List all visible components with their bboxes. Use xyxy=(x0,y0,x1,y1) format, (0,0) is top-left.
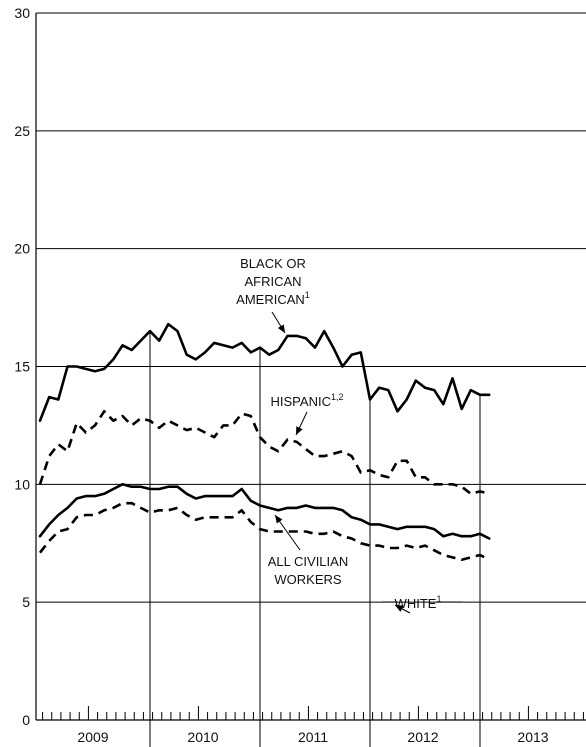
series-line-all xyxy=(38,482,491,540)
label-black-line3: AMERICAN1 xyxy=(236,290,310,307)
label-hispanic: HISPANIC1,2 xyxy=(271,392,344,409)
series-line-hispanic xyxy=(38,409,490,496)
label-all-line2: WORKERS xyxy=(274,572,342,587)
arrow-hispanic xyxy=(295,411,308,436)
series-line-white xyxy=(38,501,490,562)
y-tick-label-0: 0 xyxy=(22,712,30,728)
x-month-ticks xyxy=(42,706,584,720)
y-tick-label-30: 30 xyxy=(14,5,30,21)
label-all-line1: ALL CIVILIAN xyxy=(268,554,348,569)
arrow-black xyxy=(271,311,286,334)
x-year-label-2012: 2012 xyxy=(407,729,438,745)
arrow-white xyxy=(394,604,411,614)
y-tick-label-15: 15 xyxy=(14,359,30,375)
y-tick-label-25: 25 xyxy=(14,123,30,139)
y-tick-label-20: 20 xyxy=(14,241,30,257)
y-axis-tick-labels: 0 5 10 15 20 25 30 xyxy=(14,5,30,728)
arrow-black-head xyxy=(277,324,285,333)
year-separators xyxy=(149,331,481,747)
label-black-line1: BLACK OR xyxy=(240,256,306,271)
gridlines xyxy=(36,12,586,603)
label-black-line2: AFRICAN xyxy=(244,274,301,289)
arrow-hispanic-head xyxy=(296,426,303,435)
x-year-label-2010: 2010 xyxy=(187,729,218,745)
y-tick-label-5: 5 xyxy=(22,594,30,610)
arrow-white-head xyxy=(395,605,404,612)
y-tick-label-10: 10 xyxy=(14,476,30,492)
x-year-label-2013: 2013 xyxy=(517,729,548,745)
series-line-black xyxy=(38,322,491,423)
label-white: WHITE1 xyxy=(395,594,442,611)
x-year-label-2011: 2011 xyxy=(298,729,328,745)
arrow-all xyxy=(274,514,301,551)
arrow-all-head xyxy=(275,515,283,524)
x-year-label-2009: 2009 xyxy=(77,729,108,745)
series-annotations: BLACK OR AFRICAN AMERICAN1 HISPANIC1,2 A… xyxy=(236,256,441,611)
x-axis-year-labels: 2009 2010 2011 2012 2013 xyxy=(77,729,548,745)
